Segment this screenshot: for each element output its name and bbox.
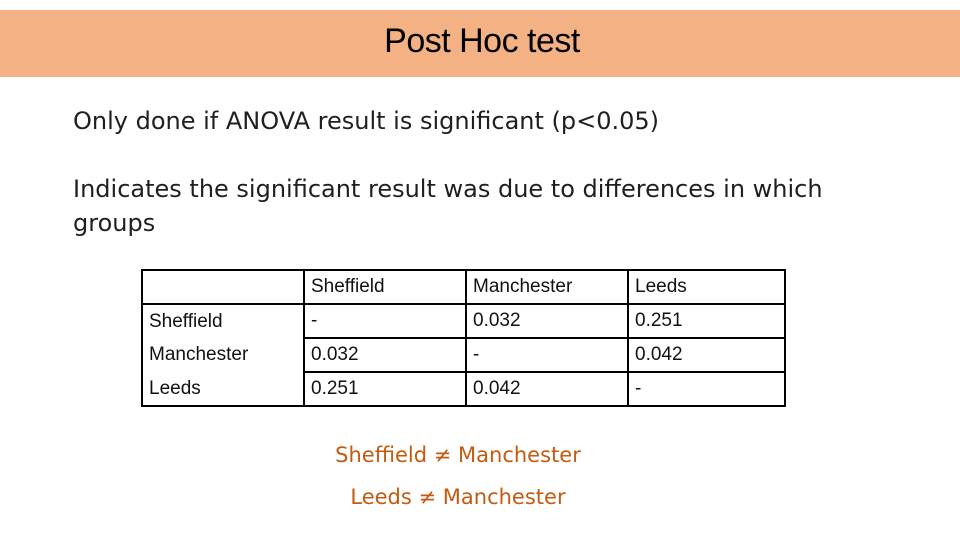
table-cell: 0.251 [627,303,786,339]
table-cell: - [303,303,467,339]
table-header-row: Sheffield Manchester Leeds [141,269,786,305]
conclusion-2: Leeds ≠ Manchester [350,485,566,509]
row-label: Manchester [141,338,305,372]
table-cell: 0.032 [465,303,629,339]
row-label: Leeds [141,372,305,407]
table-row: Leeds 0.251 0.042 - [141,371,786,407]
table-header-cell: Sheffield [303,269,467,305]
table-cell: 0.251 [303,371,467,407]
table-cell: 0.042 [465,371,629,407]
table-cell [141,269,305,305]
bullet-2: Indicates the significant result was due… [73,175,823,237]
bullet-1: Only done if ANOVA result is significant… [73,107,660,135]
post-hoc-table: Sheffield Manchester Leeds Sheffield - 0… [141,269,786,407]
table-cell: - [627,371,786,407]
conclusion-1: Sheffield ≠ Manchester [335,443,581,467]
row-label: Sheffield [141,304,305,338]
table-cell: 0.042 [627,337,786,373]
slide-title: Post Hoc test [384,22,580,60]
table-row: Sheffield - 0.032 0.251 [141,303,786,339]
table-row: Manchester 0.032 - 0.042 [141,337,786,373]
table-cell: 0.032 [303,337,467,373]
table-header-cell: Manchester [465,269,629,305]
title-band [0,10,960,77]
table-header-cell: Leeds [627,269,786,305]
table-cell: - [465,337,629,373]
